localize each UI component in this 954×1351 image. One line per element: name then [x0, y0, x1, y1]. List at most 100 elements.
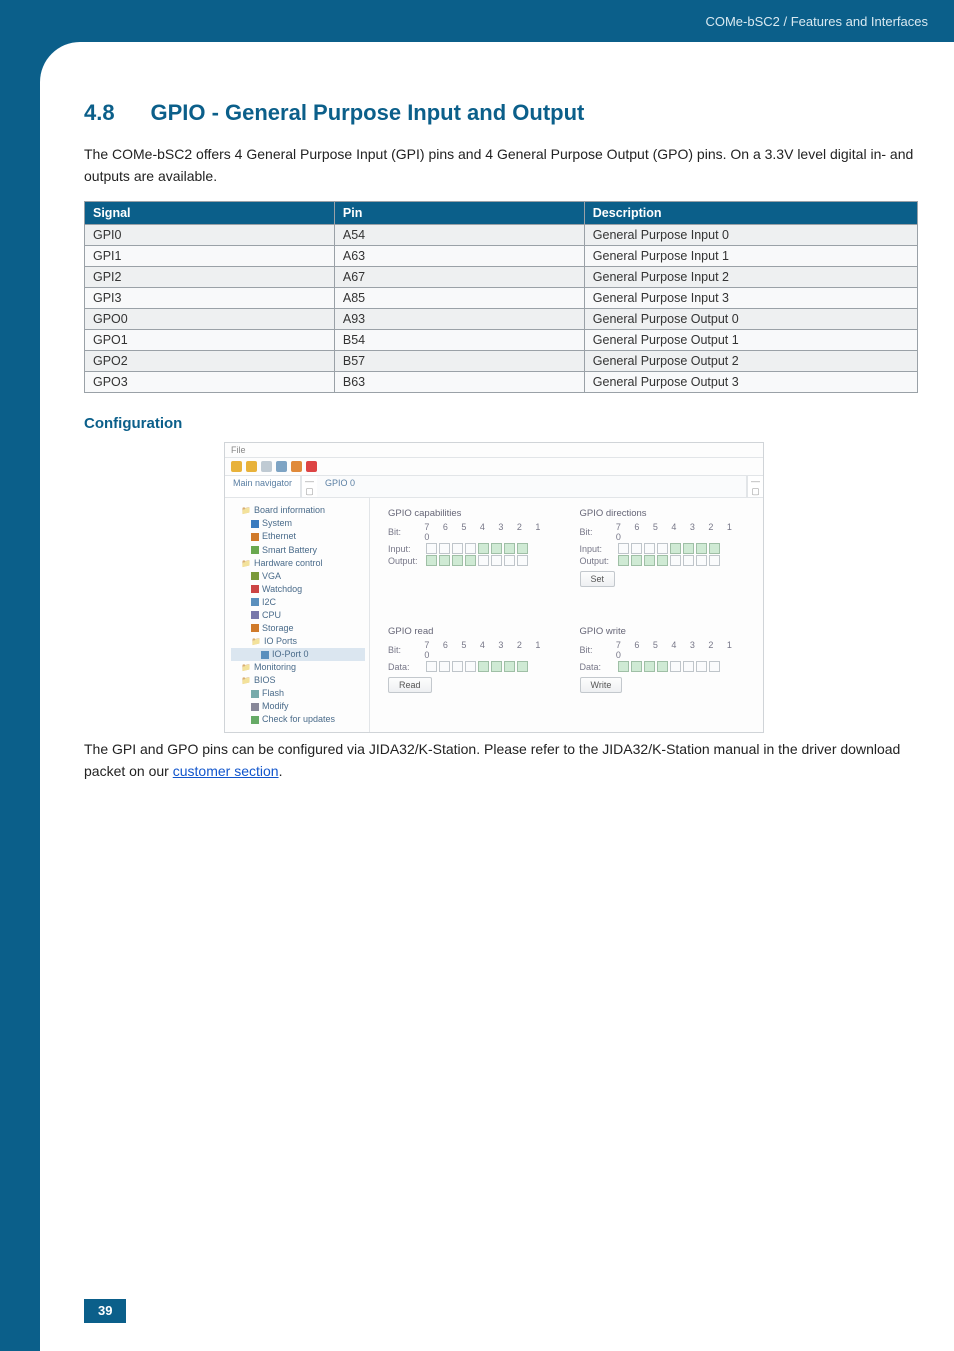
tree-item: System [231, 517, 365, 530]
table-row: GPI3A85General Purpose Input 3 [85, 288, 918, 309]
tree-icon [251, 690, 259, 698]
tree-icon [261, 651, 269, 659]
gpio-panels: GPIO capabilitiesBit:7 6 5 4 3 2 1 0Inpu… [370, 498, 763, 732]
checkbox-row [426, 555, 528, 566]
bits-label: Bit: [388, 645, 420, 655]
bits-row: Data: [388, 661, 558, 672]
bit-checkbox [439, 543, 450, 554]
bit-checkbox [478, 555, 489, 566]
table-cell: B54 [334, 330, 584, 351]
bits-row: Bit:7 6 5 4 3 2 1 0 [580, 640, 750, 660]
toolbar-icon [261, 461, 272, 472]
table-cell: GPO2 [85, 351, 335, 372]
tree-icon [251, 546, 259, 554]
bit-checkbox [491, 661, 502, 672]
tree-item: Ethernet [231, 530, 365, 543]
bit-checkbox [644, 555, 655, 566]
table-row: GPO3B63General Purpose Output 3 [85, 372, 918, 393]
tree-folder: IO Ports [231, 635, 365, 648]
table-cell: General Purpose Output 2 [584, 351, 917, 372]
panel-title: GPIO capabilities [388, 508, 558, 519]
checkbox-row [618, 661, 720, 672]
header-band: COMe-bSC2 / Features and Interfaces [0, 0, 954, 42]
bit-checkbox [517, 543, 528, 554]
bits-row: Input: [580, 543, 750, 554]
outro-paragraph: The GPI and GPO pins can be configured v… [84, 739, 918, 782]
toolbar-icon [306, 461, 317, 472]
table-cell: GPI1 [85, 246, 335, 267]
tree-icon [251, 520, 259, 528]
bit-checkbox [504, 661, 515, 672]
tree-icon [251, 624, 259, 632]
page-number: 39 [84, 1299, 126, 1323]
bit-checkbox [452, 543, 463, 554]
bits-label: Input: [388, 544, 422, 554]
set-button: Set [580, 571, 616, 587]
bits-label: Data: [388, 662, 422, 672]
toolbar-icon [246, 461, 257, 472]
bit-checkbox [439, 555, 450, 566]
file-menu: File [225, 443, 763, 458]
read-button: Read [388, 677, 432, 693]
table-cell: A85 [334, 288, 584, 309]
table-cell: General Purpose Output 0 [584, 309, 917, 330]
bit-checkbox [670, 555, 681, 566]
checkbox-row [426, 543, 528, 554]
panel-directions: GPIO directionsBit:7 6 5 4 3 2 1 0Input:… [580, 508, 750, 612]
bit-checkbox [670, 543, 681, 554]
section-heading: 4.8 GPIO - General Purpose Input and Out… [84, 100, 918, 126]
table-cell: A93 [334, 309, 584, 330]
table-row: GPI2A67General Purpose Input 2 [85, 267, 918, 288]
panel-title: GPIO read [388, 626, 558, 637]
bit-checkbox [618, 543, 629, 554]
bits-row: Bit:7 6 5 4 3 2 1 0 [388, 640, 558, 660]
table-cell: GPI0 [85, 225, 335, 246]
side-strip [0, 0, 40, 1351]
panel-title: GPIO write [580, 626, 750, 637]
bit-checkbox [657, 555, 668, 566]
bits-row: Output: [388, 555, 558, 566]
tree-item: Watchdog [231, 583, 365, 596]
bit-checkbox [631, 543, 642, 554]
bits-label: Input: [580, 544, 614, 554]
toolbar [225, 458, 763, 475]
bit-checkbox [683, 555, 694, 566]
bit-checkbox [683, 543, 694, 554]
bit-checkbox [452, 555, 463, 566]
toolbar-icon [291, 461, 302, 472]
tree-icon [251, 585, 259, 593]
panel-write: GPIO writeBit:7 6 5 4 3 2 1 0Data:Write [580, 626, 750, 718]
bit-checkbox [517, 555, 528, 566]
bit-digits: 7 6 5 4 3 2 1 0 [616, 640, 749, 660]
table-row: GPI1A63General Purpose Input 1 [85, 246, 918, 267]
bit-checkbox [426, 661, 437, 672]
bit-checkbox [465, 543, 476, 554]
bit-checkbox [709, 543, 720, 554]
table-cell: A63 [334, 246, 584, 267]
customer-section-link[interactable]: customer section [173, 763, 279, 779]
bit-checkbox [426, 543, 437, 554]
toolbar-icon [231, 461, 242, 472]
bit-checkbox [491, 543, 502, 554]
bit-checkbox [709, 555, 720, 566]
checkbox-row [618, 543, 720, 554]
tree-icon [251, 716, 259, 724]
table-cell: General Purpose Output 1 [584, 330, 917, 351]
bit-checkbox [683, 661, 694, 672]
table-row: GPI0A54General Purpose Input 0 [85, 225, 918, 246]
bits-row: Input: [388, 543, 558, 554]
bit-checkbox [696, 543, 707, 554]
tree-icon [251, 598, 259, 606]
table-cell: General Purpose Input 3 [584, 288, 917, 309]
table-cell: GPO3 [85, 372, 335, 393]
bit-checkbox [491, 555, 502, 566]
table-cell: A67 [334, 267, 584, 288]
breadcrumb: COMe-bSC2 / Features and Interfaces [705, 14, 928, 29]
tree-folder: BIOS [231, 674, 365, 687]
intro-paragraph: The COMe-bSC2 offers 4 General Purpose I… [84, 144, 918, 187]
panel-read: GPIO read Bit:7 6 5 4 3 2 1 0 Data: Read [388, 626, 558, 718]
tree-item: IO-Port 0 [231, 648, 365, 661]
section-number: 4.8 [84, 100, 146, 126]
bit-checkbox [452, 661, 463, 672]
bit-checkbox [696, 661, 707, 672]
